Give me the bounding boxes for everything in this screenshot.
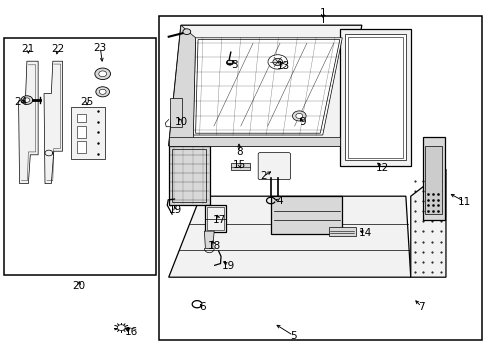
Circle shape [95,68,110,80]
Text: 19: 19 [222,261,235,271]
Text: 8: 8 [236,147,243,157]
Polygon shape [44,61,62,184]
Polygon shape [168,137,339,146]
Polygon shape [204,231,214,248]
Text: 7: 7 [417,302,424,312]
Text: 3: 3 [231,60,238,70]
Bar [71,107,105,159]
Text: 1: 1 [319,8,325,18]
Polygon shape [410,169,445,277]
Text: 11: 11 [457,197,470,207]
Text: 17: 17 [212,215,225,225]
Text: 18: 18 [207,240,221,251]
Text: 5: 5 [289,330,296,341]
Text: 14: 14 [358,228,372,238]
Text: 10: 10 [174,117,187,127]
Polygon shape [19,61,38,184]
Text: 16: 16 [124,327,138,337]
Polygon shape [422,137,444,220]
Bar [226,60,232,63]
Text: 25: 25 [80,96,94,107]
Polygon shape [168,25,361,146]
Circle shape [99,89,106,94]
Polygon shape [168,25,195,146]
Text: 13: 13 [276,60,290,71]
Circle shape [272,58,282,66]
Polygon shape [168,146,210,205]
Bar [425,146,441,214]
Bar [328,227,355,236]
Circle shape [96,87,109,97]
Text: 23: 23 [93,42,107,53]
Polygon shape [193,38,342,135]
Bar [347,37,402,158]
Bar [207,207,224,230]
Text: 12: 12 [375,163,388,174]
Circle shape [99,71,106,77]
FancyBboxPatch shape [258,153,290,180]
Circle shape [21,96,33,104]
Polygon shape [168,196,410,277]
Bar [77,126,86,138]
Bar [230,163,250,170]
Bar [172,149,206,202]
Circle shape [117,325,125,330]
Circle shape [292,111,305,121]
Bar [4,38,155,275]
Text: 21: 21 [21,44,35,54]
Text: 9: 9 [298,117,305,127]
Text: 15: 15 [232,160,246,170]
Bar [77,141,86,153]
Polygon shape [339,29,410,166]
Circle shape [226,60,233,65]
Text: 20: 20 [73,281,85,291]
Text: 4: 4 [276,196,283,206]
Bar [159,16,481,340]
Text: 6: 6 [199,302,206,312]
Text: 22: 22 [51,44,64,54]
Bar [345,34,405,160]
Bar [77,114,86,122]
Polygon shape [271,196,342,234]
Text: 2: 2 [259,171,266,181]
Circle shape [267,55,287,69]
Bar [170,98,182,127]
Circle shape [183,29,190,35]
Text: 24: 24 [14,96,27,107]
Bar [205,205,225,232]
Circle shape [24,98,30,102]
Circle shape [295,113,302,118]
Text: 19: 19 [168,204,182,215]
